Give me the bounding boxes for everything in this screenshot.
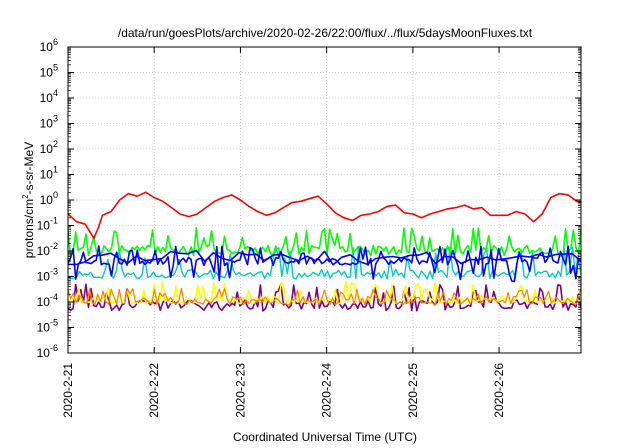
axis-ticks [67, 46, 581, 354]
y-tick-label: 105 [40, 63, 58, 80]
y-tick-label: 101 [40, 165, 58, 182]
x-tick-label: 2020-2-24 [320, 363, 334, 418]
x-tick-labels: 2020-2-21 2020-2-22 2020-2-23 2020-2-24 2020… [61, 363, 506, 418]
y-tick-label: 100 [40, 190, 58, 207]
y-tick-label: 106 [40, 37, 58, 54]
y-tick-label: 10-1 [37, 216, 58, 233]
x-tick-label: 2020-2-23 [233, 363, 247, 418]
series-layer [68, 191, 581, 312]
y-tick-label: 10-5 [37, 318, 58, 335]
y-tick-label: 10-2 [37, 241, 58, 258]
y-tick-label: 102 [40, 139, 58, 156]
x-tick-label: 2020-2-26 [492, 363, 506, 418]
series-line [68, 246, 581, 280]
chart-title: /data/run/goesPlots/archive/2020-02-26/2… [118, 26, 533, 40]
x-tick-label: 2020-2-22 [147, 363, 161, 418]
series-line [68, 249, 581, 266]
series-line [68, 227, 581, 257]
series-line [68, 245, 581, 283]
series-line [68, 283, 581, 312]
y-tick-labels: 10-6 10-5 10-4 10-3 10-2 10-1 100 101 102 103 104 1… [37, 37, 58, 360]
y-tick-label: 10-4 [37, 292, 58, 309]
x-tick-label: 2020-2-25 [406, 363, 420, 418]
series-line [68, 280, 581, 305]
y-axis-label: protons/cm2-s-sr-MeV [21, 142, 36, 258]
y-tick-label: 10-3 [37, 267, 58, 284]
x-tick-label: 2020-2-21 [61, 363, 75, 418]
series-line [68, 287, 581, 306]
x-axis-label: Coordinated Universal Time (UTC) [233, 430, 417, 444]
series-line [68, 191, 581, 240]
y-tick-label: 10-6 [37, 343, 58, 360]
y-tick-label: 103 [40, 114, 58, 131]
y-tick-label: 104 [40, 88, 58, 105]
